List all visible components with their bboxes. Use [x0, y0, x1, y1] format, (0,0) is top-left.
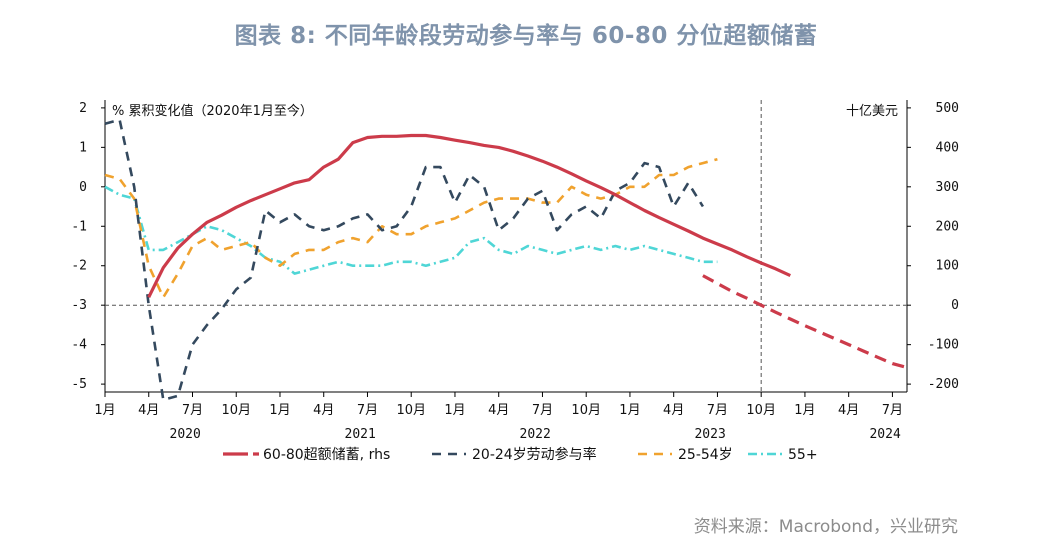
- legend-label: 60-80超额储蓄, rhs: [263, 447, 390, 463]
- chart-title: 图表 8: 不同年龄段劳动参与率与 60-80 分位超额储蓄: [234, 23, 818, 49]
- x-tick-label: 10月: [396, 403, 426, 418]
- year-label: 2020: [170, 427, 201, 442]
- x-tick-label: 10月: [221, 403, 251, 418]
- y-tick-label: -3: [71, 298, 87, 313]
- x-tick-label: 7月: [357, 403, 378, 418]
- y-axis-label: % 累积变化值（2020年1月至今）: [112, 103, 313, 119]
- y-right-tick-label: 400: [936, 140, 959, 155]
- x-tick-label: 7月: [182, 403, 203, 418]
- year-label: 2023: [694, 427, 725, 442]
- chart-axes: 2 1 0 -1 -2 -3 -4 -5 500 400 300 200 100 0 -100 -200 1月 4…: [71, 100, 959, 442]
- x-tick-label: 4月: [488, 403, 509, 418]
- reference-lines: [105, 100, 907, 392]
- y-tick-label: -1: [71, 219, 87, 234]
- x-tick-label: 4月: [663, 403, 684, 418]
- y-tick-label: -4: [71, 338, 87, 353]
- x-tick-label: 7月: [532, 403, 553, 418]
- y-tick-label: 1: [79, 140, 87, 155]
- x-tick-label: 4月: [138, 403, 159, 418]
- x-tick-label: 1月: [794, 403, 815, 418]
- x-tick-label: 7月: [707, 403, 728, 418]
- y-right-tick-label: 100: [936, 259, 959, 274]
- legend-item: 55+: [748, 447, 818, 463]
- y-right-tick-label: -200: [928, 377, 959, 392]
- x-tick-label: 4月: [838, 403, 859, 418]
- year-label: 2024: [869, 427, 900, 442]
- legend-item: 25-54岁: [638, 447, 733, 463]
- x-tick-label: 1月: [94, 403, 115, 418]
- legend-label: 20-24岁劳动参与率: [472, 446, 597, 463]
- y-right-tick-label: 200: [936, 219, 959, 234]
- legend-label: 55+: [788, 447, 818, 463]
- x-tick-label: 7月: [882, 403, 903, 418]
- year-label: 2021: [345, 427, 376, 442]
- y-tick-label: -5: [71, 377, 87, 392]
- y-axis-right-label: 十亿美元: [846, 104, 898, 119]
- y-right-tick-label: 300: [936, 180, 959, 195]
- x-tick-label: 10月: [746, 403, 776, 418]
- y-tick-label: 0: [79, 180, 87, 195]
- axis-labels: % 累积变化值（2020年1月至今） 十亿美元: [112, 103, 898, 119]
- x-tick-label: 1月: [444, 403, 465, 418]
- x-tick-label: 4月: [313, 403, 334, 418]
- legend-label: 25-54岁: [678, 447, 733, 463]
- legend-item: 60-80超额储蓄, rhs: [223, 447, 390, 463]
- series-line-3: [104, 157, 718, 299]
- series-line-4: [104, 185, 718, 275]
- chart-legend: 60-80超额储蓄, rhs 20-24岁劳动参与率 25-54岁 55+: [223, 446, 818, 463]
- y-tick-label: 2: [79, 101, 87, 116]
- y-right-tick-label: 0: [951, 298, 959, 313]
- x-tick-label: 1月: [619, 403, 640, 418]
- legend-item: 20-24岁劳动参与率: [432, 446, 597, 463]
- year-label: 2022: [520, 427, 551, 442]
- series-line-2: [104, 118, 705, 402]
- series-line-1: [702, 274, 908, 370]
- series-line-0: [147, 133, 791, 299]
- x-tick-label: 10月: [571, 403, 601, 418]
- y-right-tick-label: -100: [928, 338, 959, 353]
- series-lines: [104, 118, 908, 402]
- source-note: 资料来源：Macrobond，兴业研究: [693, 517, 958, 537]
- y-tick-label: -2: [71, 259, 87, 274]
- x-tick-label: 1月: [269, 403, 290, 418]
- y-right-tick-label: 500: [936, 101, 959, 116]
